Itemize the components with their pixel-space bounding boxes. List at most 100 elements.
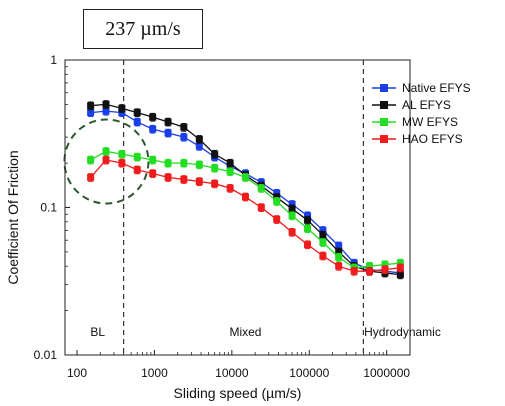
data-point [87, 173, 95, 181]
data-point [118, 159, 126, 167]
data-point [366, 262, 374, 270]
data-point [335, 262, 343, 270]
data-point [304, 212, 312, 220]
data-point [304, 241, 312, 249]
series-line [90, 103, 401, 276]
data-point [149, 156, 157, 164]
data-point [195, 161, 203, 169]
legend-label: Native EFYS [402, 81, 471, 95]
data-point [180, 175, 188, 183]
data-point [133, 118, 141, 126]
data-point [180, 123, 188, 131]
data-point [133, 109, 141, 117]
data-point [87, 109, 95, 117]
x-tick-label: 1000000 [363, 366, 410, 380]
data-point [102, 147, 110, 155]
regime-label: BL [90, 325, 105, 339]
data-point [257, 184, 265, 192]
x-tick-label: 1000 [141, 366, 168, 380]
x-tick-label: 100 [67, 366, 87, 380]
axes: 100 1000 10000 100000 1000000 0.01 0.1 1 [34, 53, 411, 380]
data-point [288, 205, 296, 213]
data-point [195, 178, 203, 186]
data-point [304, 225, 312, 233]
series-hao-efys [87, 155, 404, 276]
data-point [87, 102, 95, 110]
x-tick-label: 10000 [215, 366, 249, 380]
data-point [335, 253, 343, 261]
regime-label: Hydrodynamic [364, 325, 441, 339]
data-point [273, 215, 281, 223]
data-point [335, 242, 343, 250]
series-layer [87, 100, 404, 280]
data-point [118, 150, 126, 158]
x-tick-label: 100000 [289, 366, 329, 380]
data-point [319, 231, 327, 239]
regime-boundaries [123, 60, 364, 355]
series-line [90, 110, 401, 274]
data-point [195, 142, 203, 150]
data-point [180, 159, 188, 167]
data-point [396, 271, 404, 279]
data-point [288, 212, 296, 220]
bl-highlight-layer [63, 118, 150, 205]
data-point [149, 125, 157, 133]
data-point [273, 197, 281, 205]
data-point [273, 189, 281, 197]
y-tick-label: 1 [50, 53, 57, 67]
data-point [335, 248, 343, 256]
y-tick-label: 0.1 [40, 201, 57, 215]
data-point [180, 133, 188, 141]
data-point [87, 156, 95, 164]
data-point [319, 252, 327, 260]
legend-label: HAO EFYS [402, 132, 463, 146]
data-point [164, 159, 172, 167]
data-point [350, 267, 358, 275]
data-point [149, 170, 157, 178]
data-point [396, 264, 404, 272]
data-point [164, 118, 172, 126]
legend-label: AL EFYS [402, 98, 451, 112]
data-point [118, 104, 126, 112]
data-point [164, 129, 172, 137]
plot-frame [64, 59, 411, 356]
data-point [226, 159, 234, 167]
legend: Native EFYS AL EFYS MW EFYS HAO EFYS [372, 81, 471, 146]
data-point [319, 226, 327, 234]
data-point [226, 184, 234, 192]
legend-marker [380, 101, 388, 109]
y-axis-label: Coefficient Of Friction [5, 150, 21, 284]
data-point [396, 259, 404, 267]
data-point [133, 166, 141, 174]
data-point [381, 261, 389, 269]
bl-highlight-circle [63, 118, 150, 205]
data-point [102, 100, 110, 108]
y-tick-label: 0.01 [34, 348, 58, 362]
data-point [211, 180, 219, 188]
data-point [211, 164, 219, 172]
data-point [241, 193, 249, 201]
data-point [288, 200, 296, 208]
data-point [288, 228, 296, 236]
series-native-efys [87, 106, 404, 278]
legend-marker [380, 84, 388, 92]
data-point [102, 156, 110, 164]
data-point [164, 173, 172, 181]
legend-label: MW EFYS [402, 115, 458, 129]
data-point [226, 168, 234, 176]
data-point [149, 113, 157, 121]
series-mw-efys [87, 147, 404, 273]
data-point [257, 204, 265, 211]
data-point [381, 265, 389, 273]
data-point [319, 238, 327, 246]
series-al-efys [87, 100, 404, 280]
sliding-speed-callout: 237 µm/s [83, 9, 203, 49]
regime-labels: BL Mixed Hydrodynamic [90, 325, 441, 339]
data-point [133, 153, 141, 161]
data-point [195, 135, 203, 143]
data-point [304, 216, 312, 224]
data-point [102, 107, 110, 115]
x-axis-label: Sliding speed (µm/s) [174, 385, 302, 401]
legend-marker [380, 118, 388, 126]
